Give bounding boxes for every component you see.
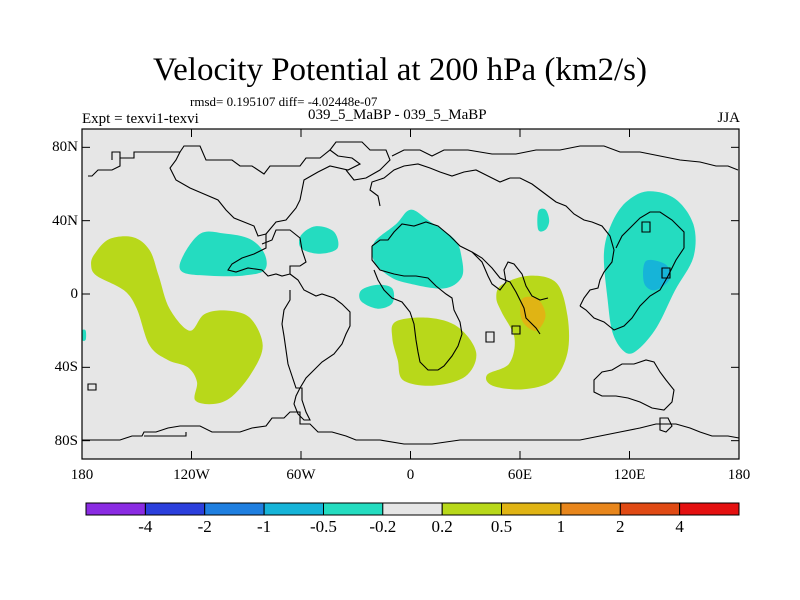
colorbar-label: -4 xyxy=(138,517,153,536)
colorbar-label: 1 xyxy=(556,517,566,536)
contour-n-america-negative xyxy=(179,231,267,277)
colorbar-swatch xyxy=(85,502,146,516)
colorbar-swatch xyxy=(501,502,562,516)
contour-europe-africa-negative xyxy=(371,209,464,289)
experiment-label: Expt = texvi1-texvi xyxy=(82,111,199,127)
x-tick-label: 180 xyxy=(70,467,94,483)
colorbar-swatch xyxy=(679,502,740,516)
colorbar-label: 2 xyxy=(616,517,625,536)
colorbar-swatch xyxy=(204,502,265,516)
contour-caspian-negative xyxy=(537,208,550,232)
colorbar-swatch xyxy=(263,502,325,516)
colorbar-label: -0.5 xyxy=(309,517,337,536)
colorbar-label: 0.5 xyxy=(490,517,513,536)
colorbar-label: -0.2 xyxy=(369,517,397,536)
y-tick-label: 80N xyxy=(52,139,78,156)
contour-indian-positive xyxy=(485,275,570,390)
x-tick-label: 120W xyxy=(173,467,210,483)
coastlines xyxy=(82,141,740,445)
contour-pacific-s-positive xyxy=(91,236,263,405)
colorbar-swatch xyxy=(323,502,384,516)
y-tick-label: 40N xyxy=(52,212,78,229)
colorbar-label: 4 xyxy=(675,517,684,536)
x-tick-label: 180 xyxy=(727,467,751,483)
colorbar-swatch xyxy=(560,502,621,516)
colorbar-swatch xyxy=(619,502,681,516)
y-tick-label: 0 xyxy=(70,286,79,302)
stats-text: rmsd= 0.195107 diff= -4.02448e-07 xyxy=(190,94,378,109)
x-tick-label: 60E xyxy=(507,467,533,483)
run-label: 039_5_MaBP - 039_5_MaBP xyxy=(308,107,487,123)
colorbar-swatch xyxy=(441,502,503,516)
contour-atlantic-s-positive xyxy=(391,317,477,386)
x-tick-label: 60W xyxy=(286,467,316,483)
season-label: JJA xyxy=(717,110,740,126)
contour-e-pacific-negative-sliver xyxy=(81,329,87,341)
contour-n-atlantic-negative xyxy=(298,226,339,254)
colorbar-swatch xyxy=(144,502,206,516)
contour-indian-positive-core xyxy=(520,296,546,331)
x-tick-label: 0 xyxy=(406,467,415,483)
y-tick-label: 40S xyxy=(54,359,78,376)
x-tick-label: 120E xyxy=(613,467,646,483)
colorbar-label: 0.2 xyxy=(431,517,453,536)
colorbar-label: -1 xyxy=(256,517,272,536)
colorbar-swatch xyxy=(382,502,443,516)
chart-title: Velocity Potential at 200 hPa (km2/s) xyxy=(152,52,648,88)
y-tick-label: 80S xyxy=(54,432,78,449)
colorbar-label: -2 xyxy=(197,517,212,536)
